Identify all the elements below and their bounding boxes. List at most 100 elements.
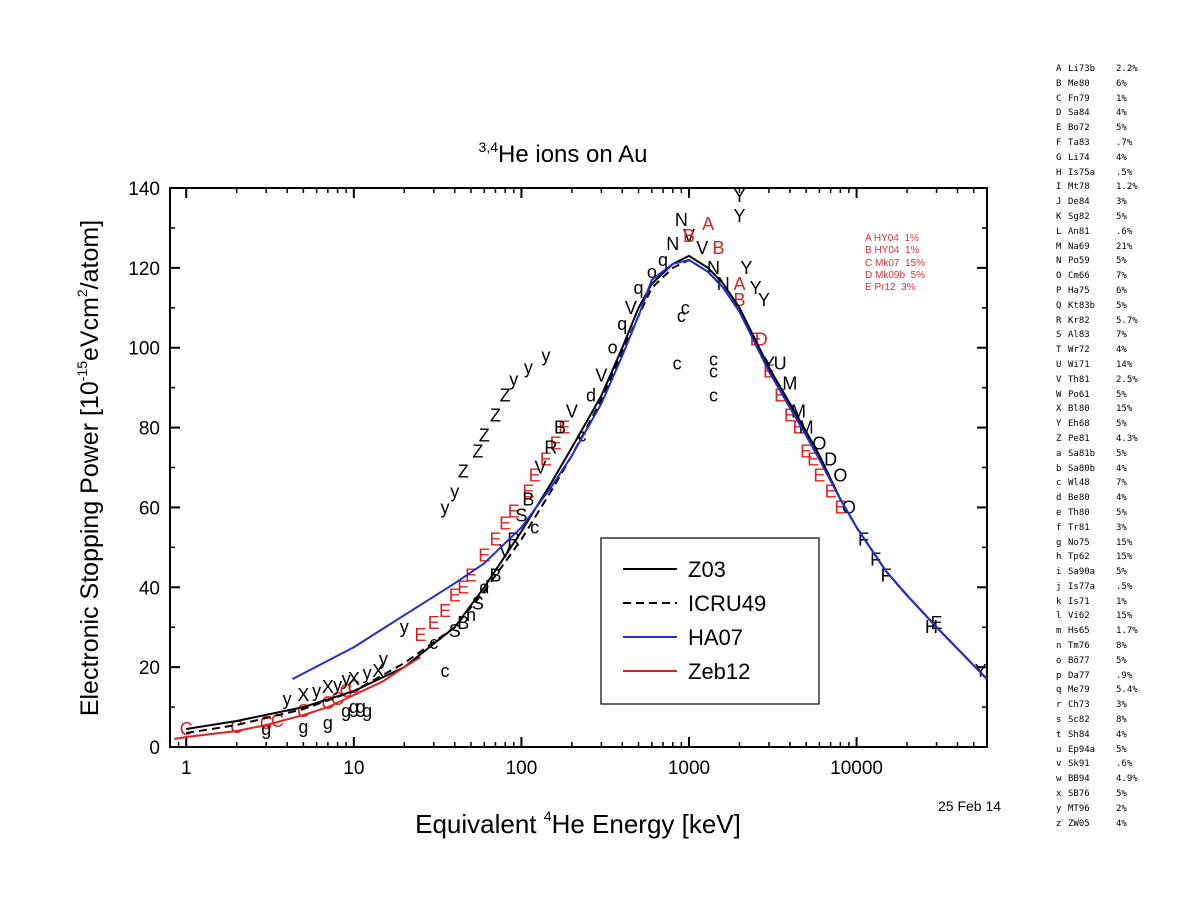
series-line-zeb12 <box>174 656 422 740</box>
data-marker: E <box>415 625 427 645</box>
ref-field: 4.9% <box>1116 774 1138 785</box>
data-marker: X <box>372 661 384 681</box>
legend-label: ICRU49 <box>688 591 766 616</box>
ref-field: 4% <box>1116 818 1127 829</box>
ref-field: Bõ77 <box>1068 655 1090 666</box>
ref-item: c Wl48 7% <box>1056 476 1138 491</box>
series-line-z03 <box>186 254 988 730</box>
data-marker: y <box>400 617 409 637</box>
legend-label: Zeb12 <box>688 659 750 684</box>
x-axis-label: Equivalent 4He Energy [keV] <box>415 808 741 839</box>
ref-field: 2% <box>1116 803 1127 814</box>
series-line-icru49 <box>186 258 988 734</box>
ref-field: 6% <box>1116 285 1127 296</box>
data-marker: c <box>530 517 539 537</box>
data-marker: o <box>647 262 657 282</box>
data-marker: E <box>439 601 451 621</box>
ref-field: 5% <box>1116 256 1127 267</box>
ref-field: Li74 <box>1068 152 1090 163</box>
ref-field: Bl80 <box>1068 404 1090 415</box>
ref-item: A Li73b 2.2% <box>1056 62 1138 77</box>
ref-field: 4.3% <box>1116 433 1138 444</box>
data-marker: Z <box>472 442 483 462</box>
ref-field: Ta83 <box>1068 137 1090 148</box>
ref-field: 1.2% <box>1116 182 1138 193</box>
ref-field: .7% <box>1116 137 1133 148</box>
ref-field: I <box>1056 182 1062 193</box>
ref-field: 21% <box>1116 241 1133 252</box>
ref-field: i <box>1056 567 1062 578</box>
legend-label: HA07 <box>688 625 743 650</box>
data-marker: y <box>450 481 459 501</box>
ref-item: p Da77 .9% <box>1056 669 1138 684</box>
ref-field: .6% <box>1116 759 1133 770</box>
ref-field: Hs65 <box>1068 626 1090 637</box>
data-marker: E <box>540 450 552 470</box>
data-marker: g <box>261 719 271 739</box>
ref-field: An81 <box>1068 226 1090 237</box>
ref-item: L An81 .6% <box>1056 225 1138 240</box>
data-marker: E <box>834 497 846 517</box>
data-marker: E <box>489 529 501 549</box>
data-marker: B <box>683 226 695 246</box>
ref-field: 4% <box>1116 463 1127 474</box>
data-marker: H <box>925 617 938 637</box>
ref-item: G Li74 4% <box>1056 151 1138 166</box>
red-ref-item: A HY04 1% <box>865 233 919 244</box>
ref-field: Al83 <box>1068 330 1090 341</box>
ref-field: g <box>1056 537 1062 548</box>
ref-field: d <box>1056 493 1062 504</box>
data-marker: U <box>774 354 787 374</box>
data-marker: d <box>586 386 596 406</box>
legend: Z03 ICRU49 HA07 Zeb12 <box>600 537 820 705</box>
data-marker: E <box>449 585 461 605</box>
ref-field: Me79 <box>1068 685 1090 696</box>
ref-item: o Bõ77 5% <box>1056 654 1138 669</box>
ref-field: K <box>1056 211 1062 222</box>
red-ref-item: B HY04 1% <box>865 245 920 257</box>
legend-box <box>600 537 820 705</box>
legend-label: Z03 <box>688 557 726 582</box>
ref-item: n Tm76 8% <box>1056 639 1138 654</box>
ref-field: e <box>1056 507 1062 518</box>
ref-field: Tm76 <box>1068 641 1090 652</box>
ref-item: Q Kt83b 5% <box>1056 299 1138 314</box>
ref-field: p <box>1056 670 1062 681</box>
ref-field: Is77a <box>1068 581 1096 592</box>
date-stamp: 25 Feb 14 <box>938 798 1002 814</box>
data-marker: D <box>824 450 837 470</box>
data-marker: c <box>709 350 718 370</box>
ref-field: 15% <box>1116 611 1133 622</box>
data-marker: N <box>666 234 679 254</box>
data-marker: E <box>529 465 541 485</box>
data-marker: B <box>522 489 534 509</box>
ref-field: a <box>1056 448 1062 459</box>
data-marker: q <box>658 250 668 270</box>
data-marker: R <box>544 438 557 458</box>
data-marker: Y <box>740 258 752 278</box>
ref-item: a Sa81b 5% <box>1056 447 1138 462</box>
ref-field: Wi71 <box>1068 359 1090 370</box>
ref-field: w <box>1056 774 1062 785</box>
ref-field: R <box>1056 315 1062 326</box>
ref-field: Sk91 <box>1068 759 1090 770</box>
ref-field: Pe81 <box>1068 433 1090 444</box>
data-marker: o <box>608 338 618 358</box>
ref-field: 5% <box>1116 507 1127 518</box>
ref-field: MT96 <box>1068 803 1090 814</box>
data-marker: E <box>499 513 511 533</box>
data-marker: c <box>441 661 450 681</box>
ref-field: 3% <box>1116 522 1127 533</box>
ref-field: 2.5% <box>1116 374 1138 385</box>
ref-field: v <box>1056 759 1062 770</box>
ref-field: 2.2% <box>1116 64 1138 74</box>
ref-field: Na69 <box>1068 241 1090 252</box>
data-marker: y <box>333 675 342 695</box>
ref-field: O <box>1056 271 1062 282</box>
ref-field: b <box>1056 463 1062 474</box>
data-marker: g <box>298 717 308 737</box>
data-marker: M <box>799 418 814 438</box>
data-marker: V <box>625 298 637 318</box>
ref-field: 5% <box>1116 123 1127 134</box>
ref-field: P <box>1056 285 1062 296</box>
